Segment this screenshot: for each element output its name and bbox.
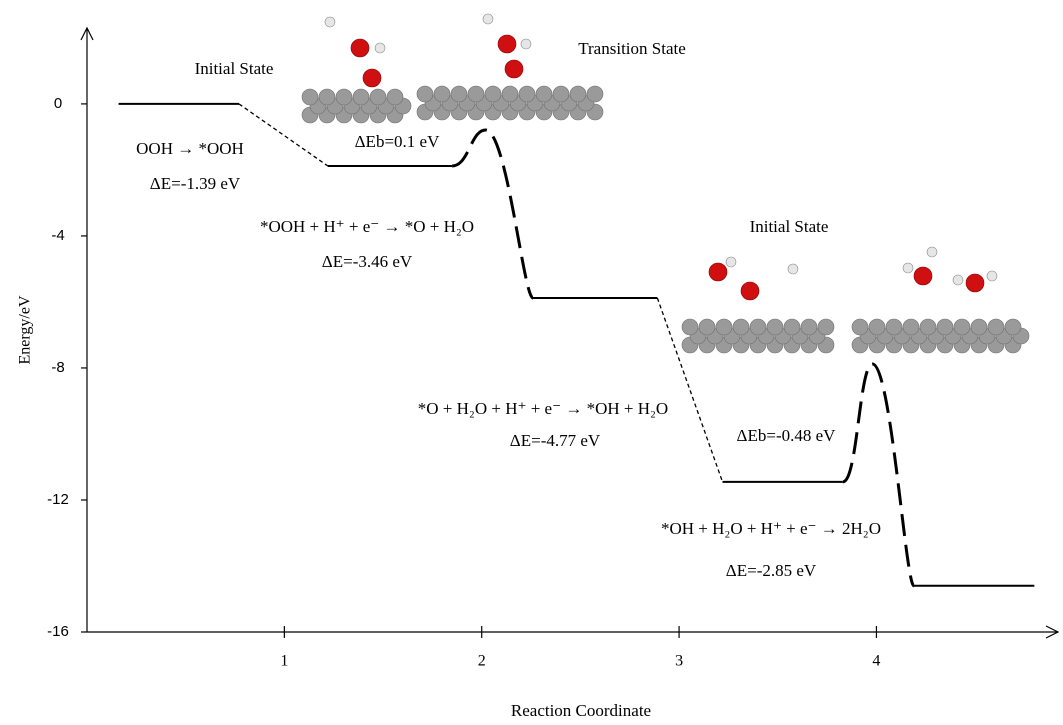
atom [800, 318, 818, 336]
atom [936, 318, 954, 336]
x-axis-arrow [1045, 625, 1060, 639]
atom [902, 262, 914, 274]
atom [851, 318, 869, 336]
atom [501, 85, 519, 103]
atom [913, 266, 933, 286]
annotation: ΔE=-2.85 eV [726, 561, 817, 580]
annotation: *O + H₂O + H⁺ + e⁻ → *OH + H₂O [418, 399, 668, 418]
atom [868, 318, 886, 336]
atom [369, 88, 387, 106]
atom [715, 318, 733, 336]
atom [965, 273, 985, 293]
atom [352, 88, 370, 106]
atom [926, 246, 938, 258]
atom [324, 16, 336, 28]
atom [708, 262, 728, 282]
atom [953, 318, 971, 336]
y-axis-label: Energy/eV [17, 295, 34, 364]
atom [740, 281, 760, 301]
atom [586, 85, 604, 103]
atom [885, 318, 903, 336]
atom [362, 68, 382, 88]
atom [518, 85, 536, 103]
atom [535, 85, 553, 103]
annotation: ΔE=-4.77 eV [510, 431, 601, 450]
atom [783, 318, 801, 336]
atom [482, 13, 494, 25]
atom [386, 88, 404, 106]
annotation: ΔEb=-0.48 eV [737, 426, 837, 445]
atom [749, 318, 767, 336]
atom [335, 88, 353, 106]
annotation: *OOH + H⁺ + e⁻ → *O + H₂O [260, 217, 474, 236]
atom [467, 85, 485, 103]
atom [1004, 318, 1022, 336]
transition-state-barrier [842, 362, 916, 588]
x-tick-label: 3 [675, 653, 683, 670]
atom [433, 85, 451, 103]
atom [952, 274, 964, 286]
atom [350, 38, 370, 58]
atom [374, 42, 386, 54]
x-axis-label: Reaction Coordinate [511, 701, 651, 720]
atom [919, 318, 937, 336]
atom [698, 318, 716, 336]
x-tick-label: 1 [280, 653, 288, 670]
atom [766, 318, 784, 336]
y-axis-arrow [80, 26, 94, 41]
x-tick-label: 2 [478, 653, 486, 670]
atom [301, 88, 319, 106]
y-tick-label: 0 [54, 95, 62, 112]
y-tick-label: -16 [47, 623, 69, 640]
atom [484, 85, 502, 103]
annotation: ΔE=-3.46 eV [322, 252, 413, 271]
x-tick-label: 4 [872, 653, 880, 670]
atom [497, 34, 517, 54]
annotation: OOH → *OOH [136, 139, 244, 158]
y-tick-label: -12 [47, 491, 69, 508]
atom [504, 59, 524, 79]
atom [681, 318, 699, 336]
atom [569, 85, 587, 103]
annotation: ΔE=-1.39 eV [150, 174, 241, 193]
annotation: Initial State [750, 217, 829, 236]
atom [987, 318, 1005, 336]
atom [787, 263, 799, 275]
molecule-insets [301, 13, 1030, 354]
transition-state-barrier [451, 128, 535, 300]
annotation: Initial State [195, 59, 274, 78]
atom [520, 38, 532, 50]
atom [902, 318, 920, 336]
atom [732, 318, 750, 336]
connector [656, 297, 724, 483]
y-tick-label: -8 [51, 359, 64, 376]
atom [318, 88, 336, 106]
atom [986, 270, 998, 282]
y-tick-label: -4 [51, 227, 64, 244]
atom [817, 318, 835, 336]
atom [970, 318, 988, 336]
annotation: ΔEb=0.1 eV [355, 132, 440, 151]
atom [416, 85, 434, 103]
annotation: *OH + H₂O + H⁺ + e⁻ → 2H₂O [661, 519, 881, 538]
atom [450, 85, 468, 103]
atom [552, 85, 570, 103]
annotation: Transition State [578, 39, 686, 58]
atom [725, 256, 737, 268]
